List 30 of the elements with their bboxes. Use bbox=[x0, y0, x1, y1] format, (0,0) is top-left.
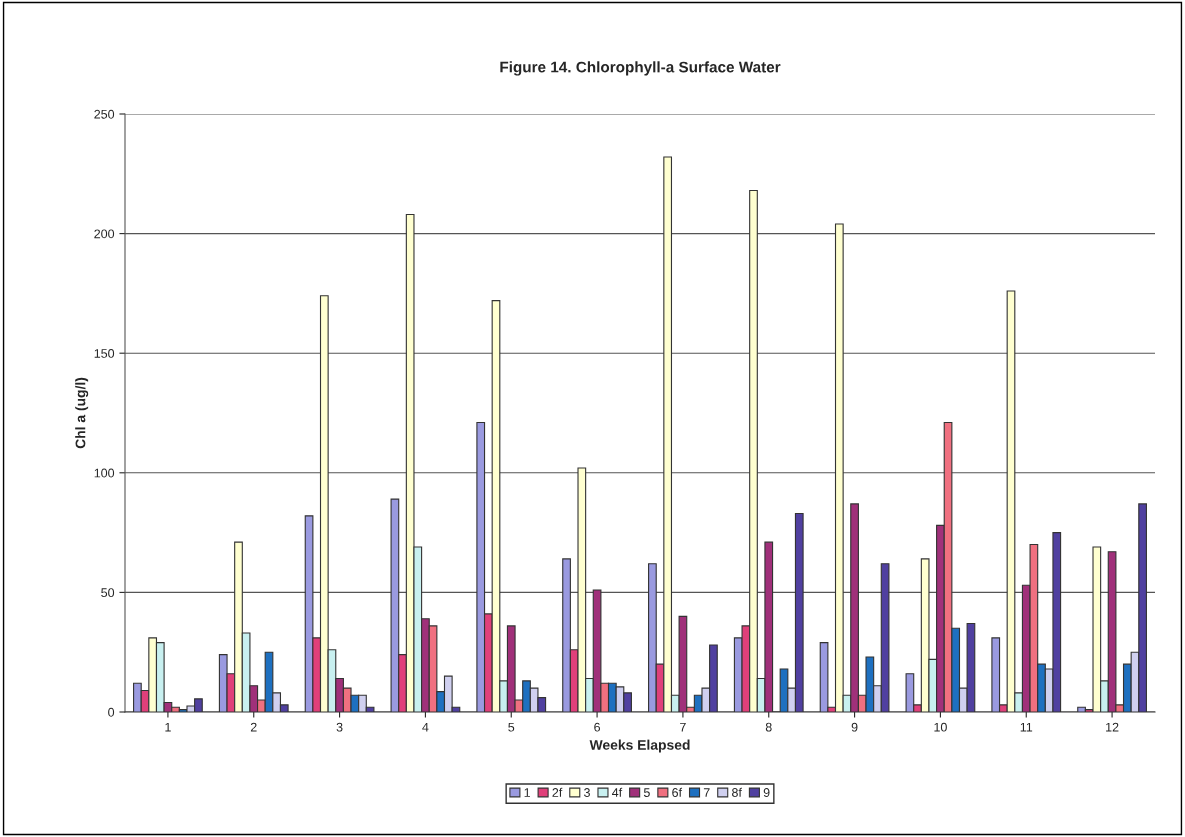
x-tick-label: 9 bbox=[851, 722, 858, 732]
legend-label: 7 bbox=[703, 788, 710, 797]
chart-title: Figure 14. Chlorophyll-a Surface Water bbox=[500, 61, 781, 76]
y-tick-label: 100 bbox=[94, 468, 115, 478]
x-tick-label: 6 bbox=[594, 722, 601, 732]
x-tick-label: 2 bbox=[250, 722, 257, 732]
x-tick-label: 4 bbox=[422, 722, 429, 732]
x-tick-label: 11 bbox=[1020, 722, 1033, 732]
legend-label: 2f bbox=[552, 787, 563, 797]
legend-label: 4f bbox=[612, 787, 623, 797]
y-axis-title: Chl a (ug/l) bbox=[75, 377, 89, 449]
y-tick-label: 200 bbox=[94, 229, 115, 239]
legend-label: 1 bbox=[524, 788, 530, 797]
x-tick-label: 7 bbox=[680, 722, 686, 732]
x-tick-label: 3 bbox=[336, 722, 343, 732]
x-tick-label: 12 bbox=[1106, 722, 1119, 732]
x-tick-label: 5 bbox=[508, 722, 515, 732]
y-tick-label: 50 bbox=[101, 588, 115, 598]
legend-label: 6f bbox=[672, 787, 683, 797]
y-tick-label: 0 bbox=[108, 707, 115, 717]
x-tick-label: 10 bbox=[934, 722, 947, 732]
x-tick-label: 1 bbox=[165, 722, 171, 732]
legend-label: 5 bbox=[643, 788, 650, 797]
x-axis-title: Weeks Elapsed bbox=[589, 739, 690, 753]
legend-label: 9 bbox=[763, 788, 770, 797]
y-tick-label: 150 bbox=[94, 349, 115, 358]
y-tick-label: 250 bbox=[94, 109, 115, 119]
x-tick-label: 8 bbox=[765, 722, 772, 732]
legend-label: 3 bbox=[584, 788, 590, 797]
legend-label: 8f bbox=[732, 787, 742, 797]
